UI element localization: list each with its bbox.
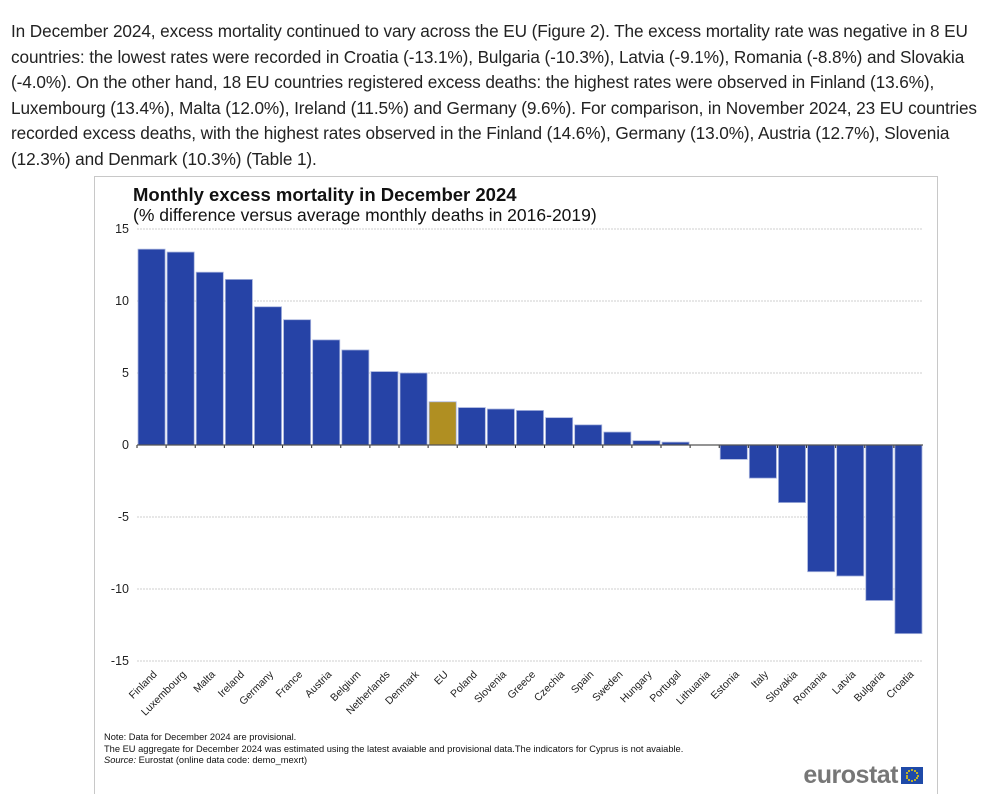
bar-poland: [457, 407, 486, 446]
bar-luxembourg: [166, 251, 195, 446]
eu-star-icon: [905, 774, 908, 777]
source-label: Source:: [104, 755, 137, 765]
source-text: Eurostat (online data code: demo_mexrt): [136, 755, 308, 765]
bar-slovakia: [778, 444, 806, 503]
chart-notes: Note: Data for December 2024 are provisi…: [104, 732, 683, 767]
y-tick-label: -15: [111, 654, 129, 668]
x-tick-label: Croatia: [884, 669, 917, 702]
eu-star-icon: [915, 771, 918, 774]
bar-germany: [254, 306, 282, 446]
eu-star-icon: [916, 774, 919, 777]
y-tick-label: 5: [122, 366, 129, 380]
bar-sweden: [603, 431, 632, 446]
bar-austria: [312, 339, 341, 446]
y-tick-label: 10: [115, 294, 129, 308]
x-tick-label: Czechia: [532, 669, 567, 704]
eurostat-logo: eurostat: [803, 761, 923, 790]
bar-latvia: [836, 444, 865, 577]
eu-star-icon: [913, 779, 916, 782]
bar-ireland: [224, 279, 253, 446]
x-tick-label: France: [274, 669, 306, 701]
figure-frame: 15 10 5 0 -5 -10 -15 Finland Luxembourg Malta Irel…: [94, 176, 938, 794]
x-tick-label: Estonia: [709, 669, 742, 702]
bar-spain: [574, 424, 603, 446]
bar-eu: [428, 401, 457, 446]
bar-france: [283, 319, 312, 446]
eu-star-icon: [915, 777, 918, 780]
bar-finland: [137, 248, 166, 446]
eurostat-logo-text: eurostat: [803, 761, 898, 789]
bar-romania: [807, 444, 836, 573]
x-tick-label: Italy: [749, 668, 772, 691]
eu-star-icon: [913, 769, 916, 772]
bar-czechia: [545, 417, 574, 446]
bar-bulgaria: [865, 444, 894, 601]
eu-star-icon: [908, 779, 911, 782]
x-tick-label: Bulgaria: [852, 669, 888, 705]
bar-denmark: [399, 372, 428, 446]
bar-greece: [516, 410, 544, 446]
y-tick-label: -10: [111, 582, 129, 596]
note-source: Source: Eurostat (online data code: demo…: [104, 755, 683, 767]
eu-star-icon: [911, 780, 913, 782]
eu-star-icon: [911, 769, 913, 771]
eu-star-icon: [906, 777, 909, 780]
eu-star-icon: [906, 771, 909, 774]
chart-subtitle: (% difference versus average monthly dea…: [133, 205, 597, 225]
bar-malta: [195, 271, 224, 446]
bar-estonia: [719, 444, 748, 460]
x-tick-label: EU: [432, 669, 451, 688]
x-tick-label: Malta: [191, 669, 218, 696]
bar-belgium: [341, 349, 370, 446]
y-tick-label: 0: [122, 438, 129, 452]
bar-italy: [748, 444, 777, 479]
bar-netherlands: [370, 371, 399, 446]
bar-slovenia: [486, 408, 515, 446]
chart-title: Monthly excess mortality in December 202…: [133, 184, 517, 205]
x-tick-label: Slovenia: [472, 669, 509, 706]
eu-star-icon: [908, 769, 911, 772]
intro-paragraph: In December 2024, excess mortality conti…: [11, 21, 977, 169]
note-provisional: Note: Data for December 2024 are provisi…: [104, 732, 297, 742]
y-tick-label: -5: [118, 510, 129, 524]
bar-croatia: [894, 444, 923, 635]
y-tick-label: 15: [115, 222, 129, 236]
eu-flag-icon: [901, 767, 923, 784]
note-eu-aggregate: The EU aggregate for December 2024 was e…: [104, 743, 684, 754]
